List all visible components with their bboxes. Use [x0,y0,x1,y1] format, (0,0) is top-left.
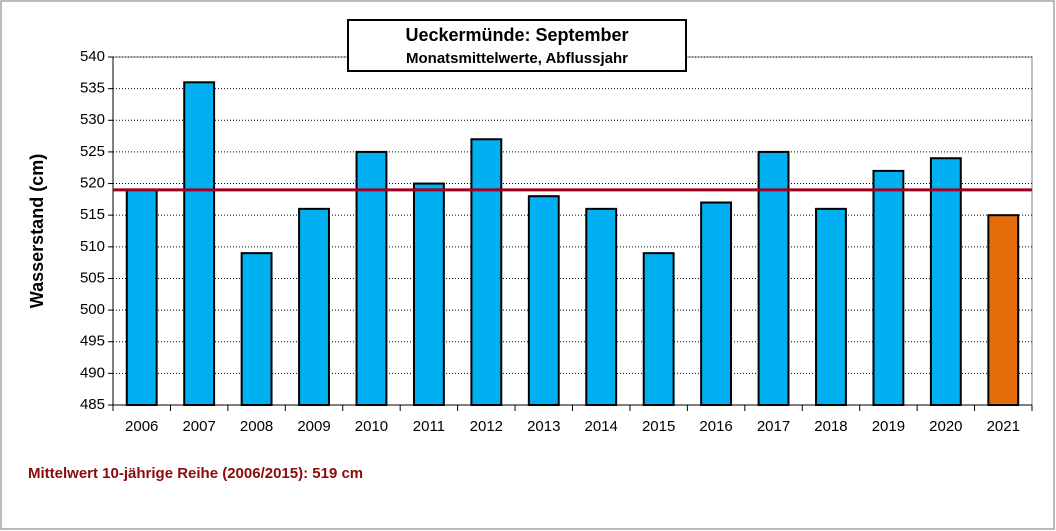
bar [987,214,1020,406]
bar [183,81,216,407]
x-tick-label: 2013 [527,418,560,435]
x-tick-label: 2018 [814,418,847,435]
bar [355,150,388,406]
y-axis-label: Wasserstand (cm) [27,154,47,308]
x-tick-label: 2011 [413,418,445,435]
bar [872,169,905,406]
bar [700,201,733,406]
x-tick-label: 2010 [355,418,388,435]
y-tick-label: 540 [80,48,105,65]
y-tick-label: 500 [80,301,105,318]
y-tick-label: 530 [80,111,105,128]
y-tick-label: 525 [80,143,105,160]
chart-subtitle: Monatsmittelwerte, Abflussjahr [406,50,628,67]
x-tick-label: 2014 [585,418,618,435]
x-tick-label: 2012 [470,418,503,435]
x-tick-label: 2015 [642,418,675,435]
x-tick-label: 2009 [297,418,330,435]
y-tick-label: 520 [80,175,105,192]
x-tick-label: 2017 [757,418,790,435]
y-tick-label: 490 [80,364,105,381]
bar [757,150,790,406]
bar [412,182,445,406]
bar [298,207,330,406]
bar [527,195,560,406]
bar [642,252,675,406]
annotation: Mittelwert 10-jährige Reihe (2006/2015):… [28,465,363,482]
x-tick-label: 2008 [240,418,273,435]
title-box [347,19,687,72]
x-tick-label: 2006 [125,418,158,435]
chart-title: Ueckermünde: September [405,25,628,45]
y-tick-label: 535 [80,80,105,97]
x-tick-label: 2007 [182,418,215,435]
bar [240,252,273,406]
y-tick-label: 510 [80,238,105,255]
y-tick-label: 505 [80,269,105,286]
y-tick-label: 495 [80,333,105,350]
plot-area: 485 490 495 500 505 510 515 520 525 530 535 540 2006… [80,48,1033,435]
y-tick-label: 515 [80,206,105,223]
x-tick-label: 2021 [987,418,1020,435]
bar [929,157,962,406]
x-tick-label: 2016 [699,418,732,435]
bar [815,207,847,406]
bar [585,207,618,406]
x-tick-label: 2020 [929,418,962,435]
x-tick-label: 2019 [872,418,905,435]
bar [125,188,158,406]
bar [470,138,503,406]
y-tick-label: 485 [80,396,105,413]
